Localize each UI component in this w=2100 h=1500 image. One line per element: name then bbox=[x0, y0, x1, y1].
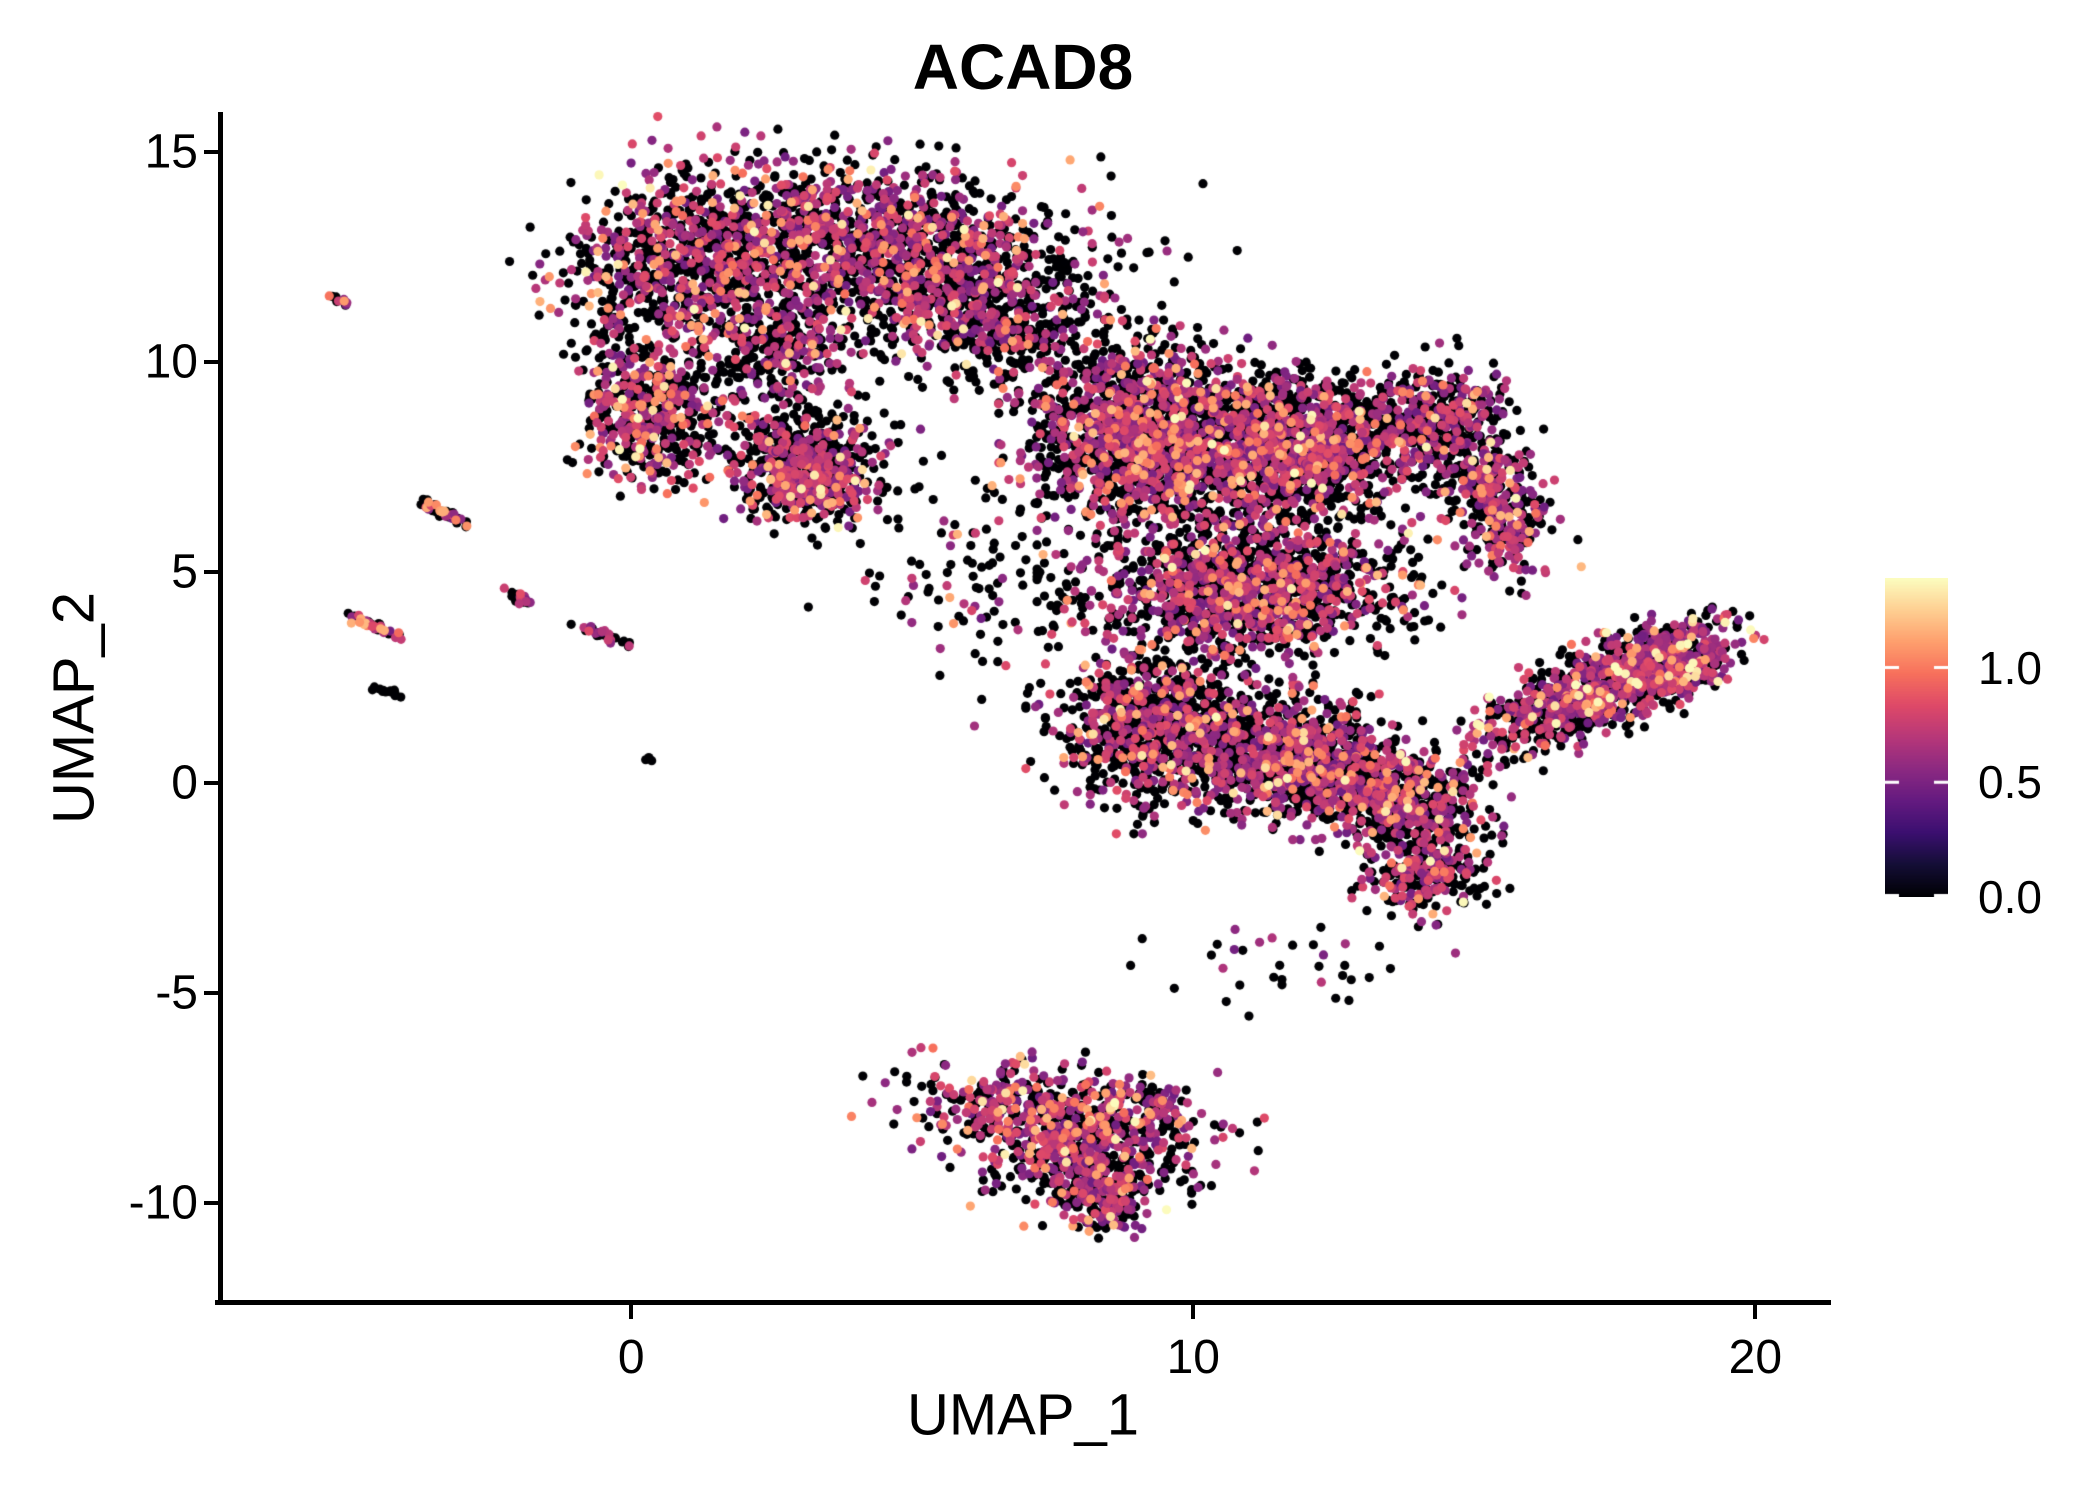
x-tick-mark bbox=[1753, 1305, 1758, 1319]
x-tick-mark bbox=[1191, 1305, 1196, 1319]
y-tick-label: 15 bbox=[144, 125, 198, 179]
colorbar-gradient bbox=[1885, 578, 1948, 897]
plot-title: ACAD8 bbox=[912, 31, 1134, 103]
y-tick-label: -10 bbox=[128, 1176, 198, 1230]
y-tick-mark bbox=[204, 360, 218, 365]
y-tick-label: 0 bbox=[171, 756, 198, 810]
x-axis-line bbox=[215, 1300, 1831, 1305]
y-tick-mark bbox=[204, 780, 218, 785]
colorbar-tick-label: 0.0 bbox=[1978, 871, 2042, 923]
y-tick-label: 5 bbox=[171, 545, 198, 599]
colorbar-tick-label: 0.5 bbox=[1978, 756, 2042, 809]
x-axis-title: UMAP_1 bbox=[906, 1382, 1140, 1448]
y-tick-mark bbox=[204, 570, 218, 575]
y-axis-line bbox=[218, 112, 223, 1305]
x-tick-mark bbox=[629, 1305, 634, 1319]
y-tick-label: 10 bbox=[144, 335, 198, 389]
y-tick-label: -5 bbox=[155, 966, 198, 1020]
y-tick-mark bbox=[204, 149, 218, 154]
x-tick-label: 0 bbox=[617, 1331, 645, 1384]
y-axis-title: UMAP_2 bbox=[41, 591, 107, 825]
y-tick-mark bbox=[204, 990, 218, 995]
x-tick-label: 10 bbox=[1166, 1331, 1220, 1384]
colorbar-tick-label: 1.0 bbox=[1978, 641, 2042, 694]
x-tick-label: 20 bbox=[1728, 1331, 1783, 1384]
y-tick-mark bbox=[204, 1200, 218, 1205]
